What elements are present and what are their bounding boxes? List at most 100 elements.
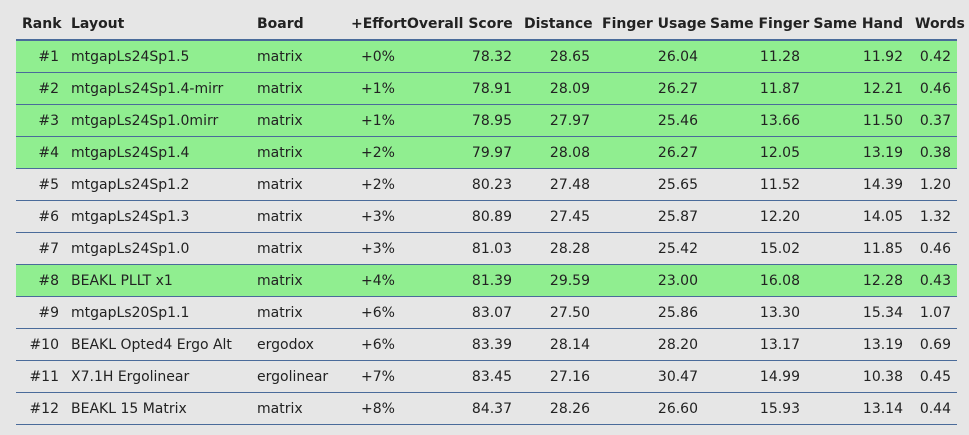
cell-effort: +4% [345,264,401,297]
cell-distance: 28.26 [518,392,596,425]
cell-layout: mtgapLs24Sp1.0mirr [65,104,251,137]
cell-rank: #4 [16,136,65,169]
cell-distance: 28.65 [518,40,596,73]
cell-effort: +2% [345,136,401,169]
cell-overall-score: 78.32 [401,40,518,73]
cell-rank: #6 [16,200,65,233]
cell-finger-usage: 26.04 [596,40,704,73]
cell-effort: +6% [345,296,401,329]
cell-rank: #1 [16,40,65,73]
layout-ranking-table: Rank Layout Board +Effort Overall Score … [16,8,965,425]
cell-same-finger: 12.20 [704,200,806,233]
table-header: Rank Layout Board +Effort Overall Score … [16,8,965,41]
cell-finger-usage: 30.47 [596,360,704,393]
cell-layout: mtgapLs24Sp1.2 [65,168,251,201]
header-distance[interactable]: Distance [518,8,596,41]
cell-distance: 29.59 [518,264,596,297]
cell-finger-usage: 25.65 [596,168,704,201]
cell-words: 0.69 [909,328,957,361]
header-effort[interactable]: +Effort [345,8,407,41]
cell-effort: +8% [345,392,401,425]
cell-finger-usage: 26.27 [596,72,704,105]
cell-words: 0.45 [909,360,957,393]
cell-words: 0.44 [909,392,957,425]
cell-same-hand: 10.38 [806,360,909,393]
cell-board: matrix [251,392,345,425]
cell-same-finger: 11.52 [704,168,806,201]
header-layout[interactable]: Layout [65,8,251,41]
cell-finger-usage: 25.46 [596,104,704,137]
cell-board: matrix [251,296,345,329]
cell-words: 1.07 [909,296,957,329]
cell-same-finger: 14.99 [704,360,806,393]
cell-layout: BEAKL 15 Matrix [65,392,251,425]
cell-overall-score: 80.23 [401,168,518,201]
cell-same-hand: 13.14 [806,392,909,425]
cell-words: 0.38 [909,136,957,169]
cell-same-finger: 11.87 [704,72,806,105]
cell-overall-score: 81.03 [401,232,518,265]
cell-overall-score: 83.45 [401,360,518,393]
cell-same-hand: 11.85 [806,232,909,265]
cell-same-finger: 13.17 [704,328,806,361]
cell-distance: 28.08 [518,136,596,169]
header-rank[interactable]: Rank [16,8,65,41]
cell-same-finger: 13.30 [704,296,806,329]
cell-same-hand: 12.28 [806,264,909,297]
cell-board: ergodox [251,328,345,361]
header-same-hand[interactable]: Same Hand [806,8,909,41]
cell-words: 0.46 [909,72,957,105]
cell-distance: 27.97 [518,104,596,137]
cell-overall-score: 79.97 [401,136,518,169]
cell-board: matrix [251,136,345,169]
cell-rank: #8 [16,264,65,297]
header-finger-usage[interactable]: Finger Usage [596,8,706,41]
header-same-finger[interactable]: Same Finger [704,8,809,41]
header-words[interactable]: Words [909,8,965,41]
cell-board: matrix [251,72,345,105]
cell-board: matrix [251,168,345,201]
cell-same-finger: 12.05 [704,136,806,169]
cell-effort: +2% [345,168,401,201]
table-row: #8 BEAKL PLLT x1 matrix +4% 81.39 29.59 23.00 1… [16,264,957,297]
cell-layout: mtgapLs24Sp1.4-mirr [65,72,251,105]
cell-same-hand: 12.21 [806,72,909,105]
cell-words: 0.37 [909,104,957,137]
table-row: #6 mtgapLs24Sp1.3 matrix +3% 80.89 27.45 25.87… [16,200,957,233]
cell-layout: mtgapLs20Sp1.1 [65,296,251,329]
cell-effort: +7% [345,360,401,393]
cell-distance: 27.16 [518,360,596,393]
cell-same-finger: 15.93 [704,392,806,425]
cell-finger-usage: 25.86 [596,296,704,329]
cell-finger-usage: 28.20 [596,328,704,361]
cell-layout: mtgapLs24Sp1.4 [65,136,251,169]
table-row: #1 mtgapLs24Sp1.5 matrix +0% 78.32 28.65 26.04… [16,40,957,73]
cell-layout: X7.1H Ergolinear [65,360,251,393]
cell-effort: +3% [345,232,401,265]
cell-same-hand: 11.50 [806,104,909,137]
cell-effort: +3% [345,200,401,233]
header-board[interactable]: Board [251,8,345,41]
cell-rank: #9 [16,296,65,329]
cell-board: matrix [251,232,345,265]
cell-same-finger: 15.02 [704,232,806,265]
cell-board: ergolinear [251,360,345,393]
cell-overall-score: 80.89 [401,200,518,233]
cell-distance: 28.28 [518,232,596,265]
cell-layout: BEAKL Opted4 Ergo Alt [65,328,251,361]
cell-same-hand: 14.39 [806,168,909,201]
cell-same-hand: 13.19 [806,136,909,169]
cell-distance: 28.09 [518,72,596,105]
cell-same-finger: 13.66 [704,104,806,137]
table-row: #11 X7.1H Ergolinear ergolinear +7% 83.45 27.… [16,360,957,393]
cell-distance: 28.14 [518,328,596,361]
cell-layout: mtgapLs24Sp1.5 [65,40,251,73]
cell-same-finger: 11.28 [704,40,806,73]
table-row: #4 mtgapLs24Sp1.4 matrix +2% 79.97 28.08 26.27… [16,136,957,169]
cell-words: 0.43 [909,264,957,297]
cell-same-hand: 11.92 [806,40,909,73]
cell-overall-score: 83.39 [401,328,518,361]
header-overall-score[interactable]: Overall Score [401,8,518,41]
cell-rank: #7 [16,232,65,265]
table-row: #7 mtgapLs24Sp1.0 matrix +3% 81.03 28.28 25.42… [16,232,957,265]
